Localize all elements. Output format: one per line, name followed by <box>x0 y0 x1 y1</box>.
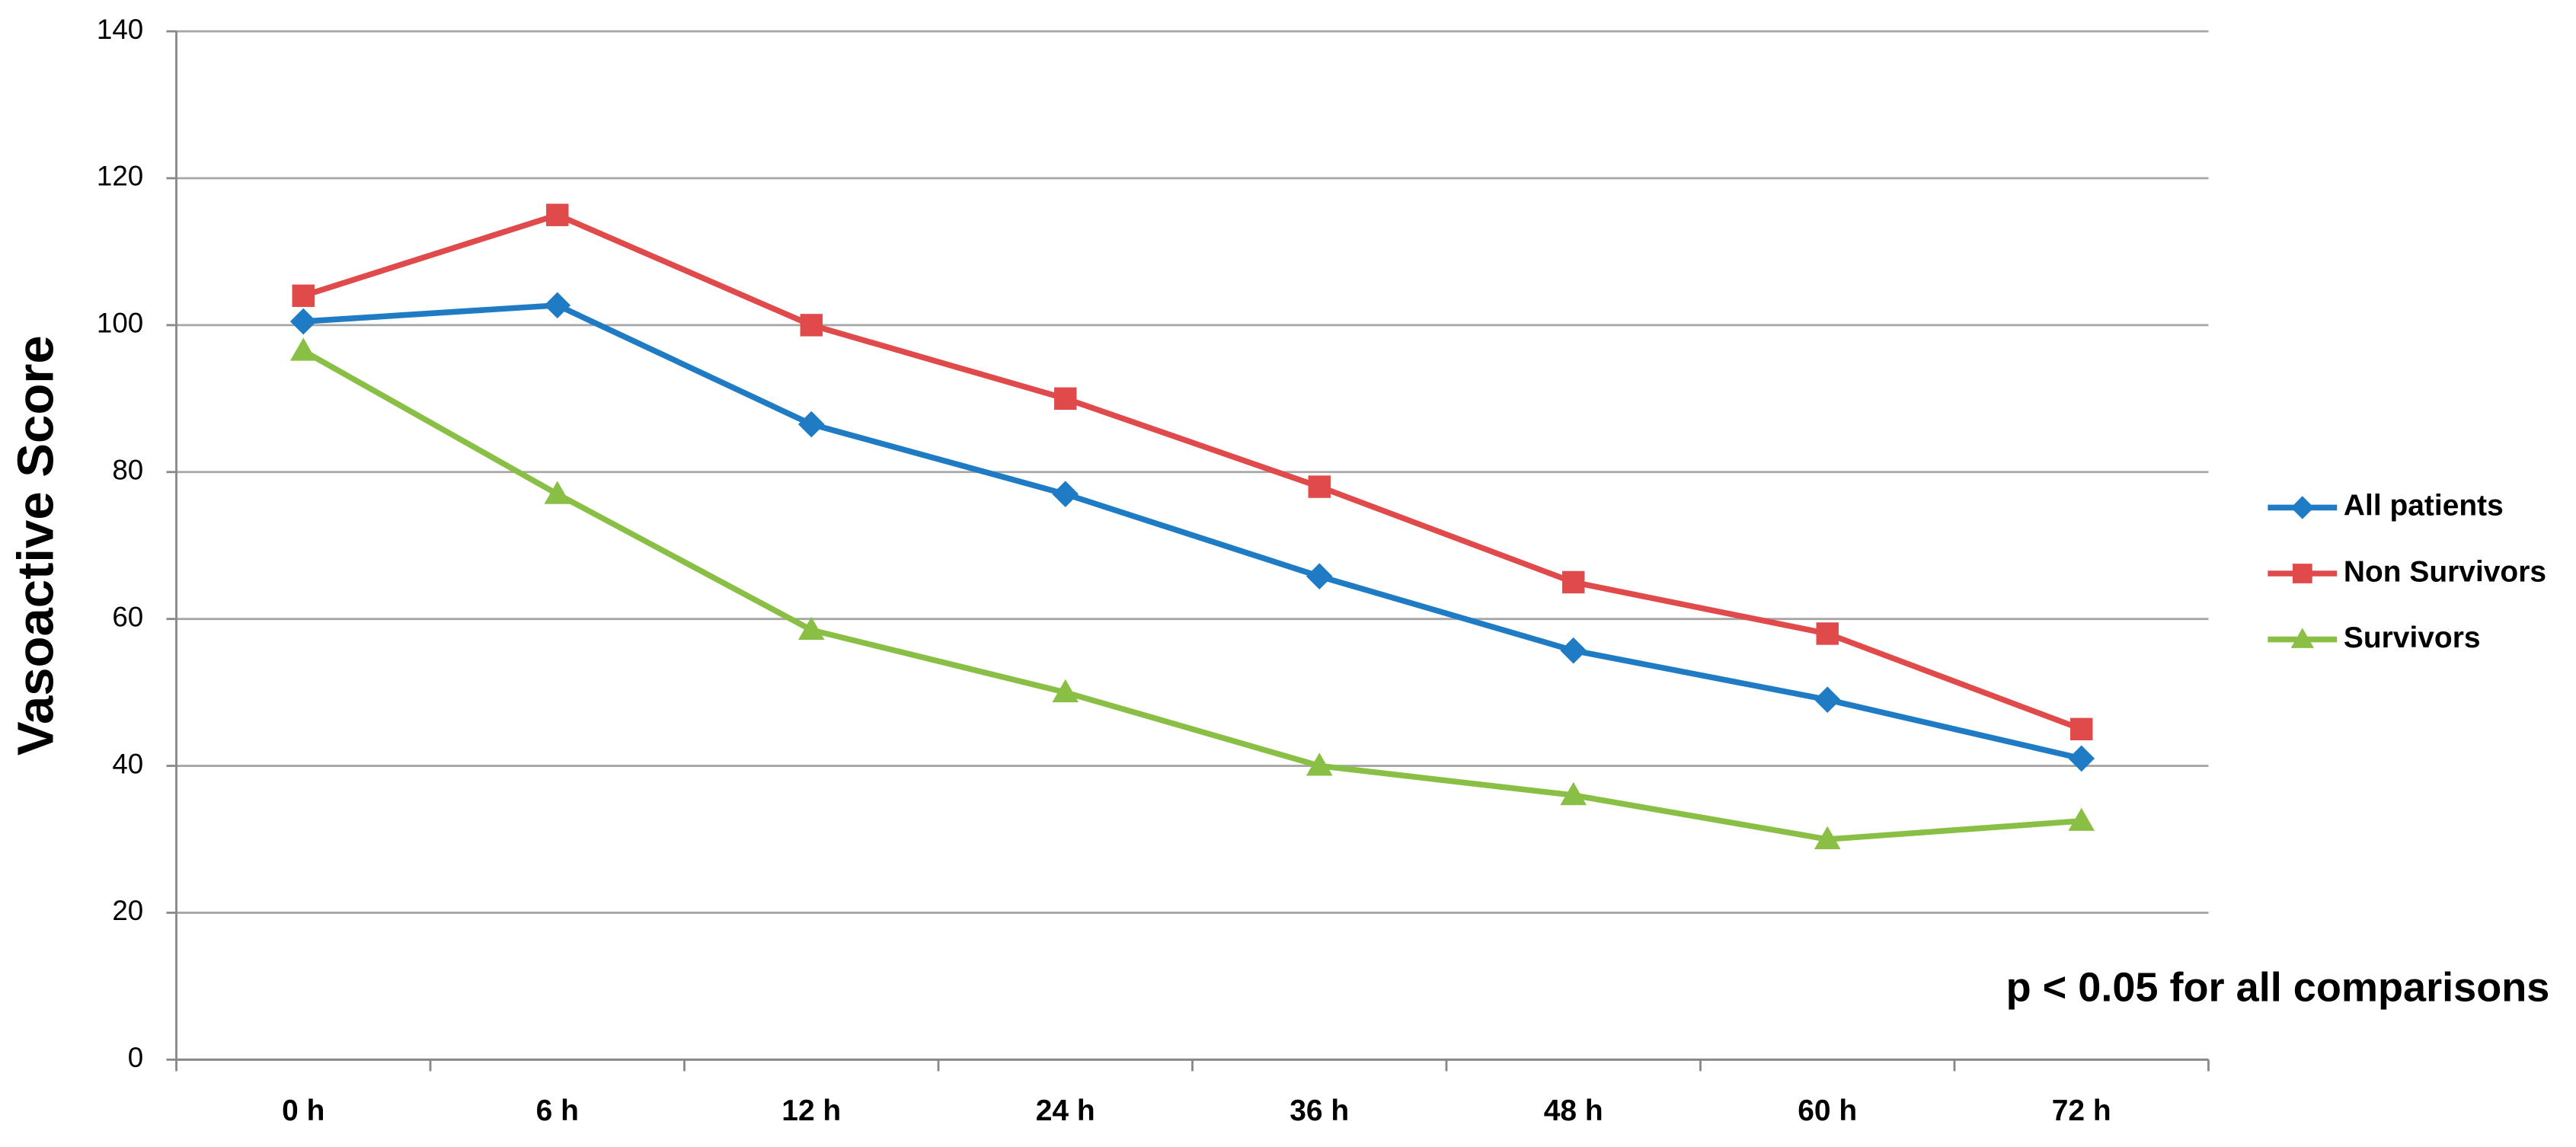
y-tick-label: 40 <box>112 748 143 779</box>
marker <box>544 481 571 504</box>
marker <box>1306 563 1333 590</box>
legend-marker <box>2292 564 2312 583</box>
marker <box>1814 686 1841 714</box>
series-line <box>302 348 2082 842</box>
marker <box>289 308 317 335</box>
y-tick-label: 100 <box>97 308 143 339</box>
y-tick-label: 60 <box>112 601 143 632</box>
x-tick-label: 72 h <box>2052 1094 2111 1127</box>
marker <box>289 337 317 361</box>
y-axis-label: Vasoactive Score <box>8 335 65 756</box>
marker <box>546 203 569 226</box>
legend-marker <box>2290 496 2314 519</box>
marker <box>1308 475 1331 498</box>
marker <box>1306 752 1333 776</box>
y-tick-label: 120 <box>97 161 143 192</box>
marker <box>797 616 825 641</box>
y-tick-label: 20 <box>112 895 143 926</box>
x-tick-label: 0 h <box>282 1094 324 1127</box>
marker <box>800 314 823 337</box>
marker <box>1054 387 1077 411</box>
y-tick-label: 80 <box>112 454 143 485</box>
marker <box>2068 807 2095 831</box>
x-tick-label: 48 h <box>1544 1094 1603 1127</box>
marker <box>1560 781 1587 806</box>
legend-label: Survivors <box>2344 621 2481 654</box>
marker <box>2068 745 2095 772</box>
marker <box>1562 570 1585 594</box>
marker <box>544 292 571 319</box>
marker <box>797 411 825 438</box>
x-tick-label: 12 h <box>781 1094 841 1127</box>
marker <box>1560 637 1587 664</box>
marker <box>292 284 315 308</box>
y-tick-label: 0 <box>128 1042 143 1073</box>
x-tick-label: 24 h <box>1036 1094 1095 1127</box>
marker <box>1814 826 1841 849</box>
legend-label: All patients <box>2344 490 2504 522</box>
x-tick-label: 6 h <box>536 1094 579 1127</box>
legend-marker <box>2290 628 2314 648</box>
x-tick-label: 36 h <box>1290 1094 1349 1127</box>
marker <box>1052 481 1079 508</box>
x-tick-label: 60 h <box>1798 1094 1857 1127</box>
marker <box>1052 679 1079 703</box>
marker <box>1816 622 1839 645</box>
marker <box>2070 717 2093 741</box>
annotation: p < 0.05 for all comparisons <box>2006 965 2550 1011</box>
legend-label: Non Survivors <box>2344 555 2546 588</box>
series-line <box>302 212 2083 732</box>
y-tick-label: 140 <box>97 14 143 45</box>
series-line <box>303 302 2082 762</box>
